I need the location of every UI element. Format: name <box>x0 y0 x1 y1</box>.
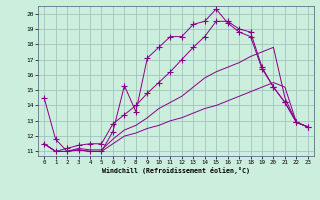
X-axis label: Windchill (Refroidissement éolien,°C): Windchill (Refroidissement éolien,°C) <box>102 167 250 174</box>
